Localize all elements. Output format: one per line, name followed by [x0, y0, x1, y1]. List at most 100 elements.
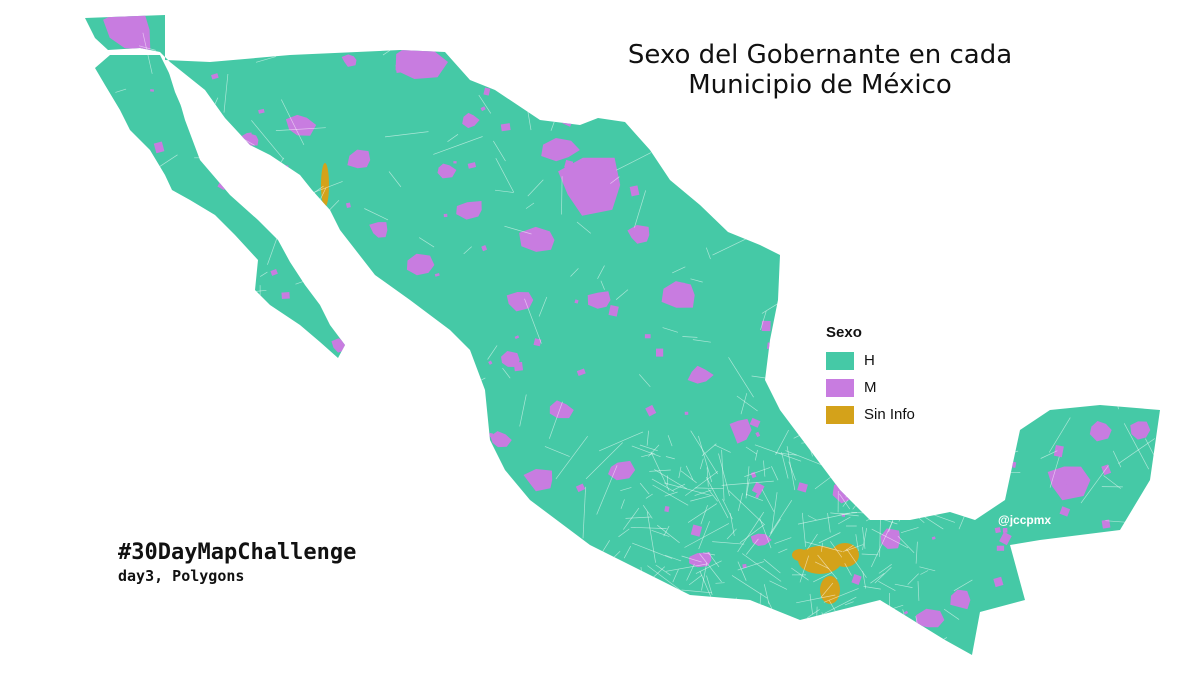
municipality-border — [1017, 284, 1027, 290]
municipality-border — [781, 452, 789, 479]
municipality-border — [646, 511, 656, 563]
municipality-border — [830, 541, 843, 558]
municipality-border — [877, 301, 889, 318]
municipality-border — [678, 466, 682, 479]
municipality-m-small — [836, 477, 846, 485]
municipality-border — [842, 544, 854, 553]
municipality-border — [390, 609, 401, 612]
municipality-border — [844, 563, 852, 576]
municipality-border — [165, 227, 184, 261]
municipality-border — [665, 563, 707, 572]
municipality-border — [301, 594, 313, 603]
municipality-m-5 — [347, 149, 371, 169]
municipality-border — [846, 548, 867, 578]
municipality-m-small — [954, 300, 960, 305]
municipality-m-small — [712, 610, 719, 615]
municipality-sin-info-0 — [798, 546, 842, 574]
municipality-m-small — [932, 102, 944, 116]
municipality-border — [598, 431, 644, 452]
municipality-border — [890, 626, 913, 630]
municipality-border — [854, 475, 874, 479]
municipality-m-small — [610, 635, 615, 640]
municipality-m-small — [750, 471, 757, 479]
map-title: Sexo del Gobernante en cada Municipio de… — [560, 40, 1080, 100]
municipality-m-small — [513, 361, 524, 372]
municipality-border — [769, 500, 793, 534]
municipality-border — [626, 575, 629, 598]
municipality-m-small — [629, 185, 640, 197]
municipality-m-small — [284, 165, 289, 169]
municipality-m-small — [801, 626, 807, 631]
municipality-border — [216, 391, 226, 403]
municipality-border — [384, 131, 429, 138]
municipality-m-small — [970, 270, 982, 281]
municipality-border — [610, 176, 620, 184]
municipality-border — [744, 467, 771, 478]
municipality-border — [920, 570, 929, 575]
municipality-border — [650, 451, 670, 491]
municipality-m-small — [345, 202, 351, 209]
municipality-border — [655, 564, 671, 576]
municipality-border — [548, 401, 563, 439]
municipality-border — [639, 482, 650, 495]
municipality-border — [600, 280, 605, 290]
municipality-border — [630, 526, 667, 529]
municipality-border — [886, 438, 914, 445]
municipality-border — [844, 601, 854, 606]
municipality-border — [642, 505, 653, 519]
municipality-m-small — [1012, 425, 1019, 432]
municipality-border — [761, 489, 775, 512]
municipality-border — [94, 449, 103, 462]
municipality-border — [825, 459, 862, 479]
municipality-border — [456, 609, 465, 613]
municipality-border — [685, 471, 719, 496]
municipality-border — [708, 489, 718, 502]
municipality-border — [446, 410, 456, 426]
municipality-border — [136, 386, 147, 389]
municipality-border — [814, 561, 829, 569]
municipality-m-small — [211, 73, 219, 80]
municipality-border — [746, 618, 758, 639]
municipality-m-small — [796, 151, 808, 166]
municipality-border — [388, 171, 402, 188]
municipality-border — [1102, 35, 1130, 45]
municipality-border — [682, 336, 698, 338]
municipality-border — [718, 453, 730, 497]
municipality-border — [663, 525, 670, 537]
municipality-border — [760, 311, 767, 331]
municipality-m-small — [488, 360, 493, 365]
municipality-border — [639, 604, 648, 652]
municipality-border — [786, 339, 793, 351]
municipality-m-small — [999, 531, 1012, 546]
municipality-m-small — [481, 245, 488, 252]
municipality-border — [807, 533, 818, 550]
municipality-m-small — [994, 527, 1001, 534]
municipality-border — [899, 496, 911, 504]
municipality-m-small — [124, 42, 131, 48]
municipality-border — [502, 367, 511, 379]
municipality-border — [423, 351, 432, 366]
municipality-m-small — [1059, 506, 1071, 517]
municipality-border — [496, 475, 499, 490]
municipality-border — [582, 486, 586, 539]
municipality-border — [705, 476, 729, 519]
municipality-border — [729, 512, 735, 536]
municipality-m-small — [1011, 201, 1020, 210]
municipality-border — [879, 630, 905, 649]
municipality-border — [706, 467, 709, 487]
municipality-border — [894, 308, 898, 319]
legend-item-sin-info: Sin Info — [826, 401, 915, 428]
municipality-border — [898, 509, 906, 522]
municipality-border — [290, 449, 332, 475]
municipality-m-small — [1101, 519, 1111, 529]
municipality-border — [371, 544, 387, 551]
municipality-m-14 — [437, 163, 457, 179]
municipality-m-small — [153, 141, 165, 154]
municipality-border — [885, 628, 894, 647]
municipality-border — [632, 629, 638, 639]
municipality-border — [504, 225, 532, 235]
municipality-border — [801, 438, 835, 444]
municipality-border — [801, 512, 806, 547]
municipality-border — [910, 251, 918, 278]
municipality-border — [624, 615, 649, 631]
